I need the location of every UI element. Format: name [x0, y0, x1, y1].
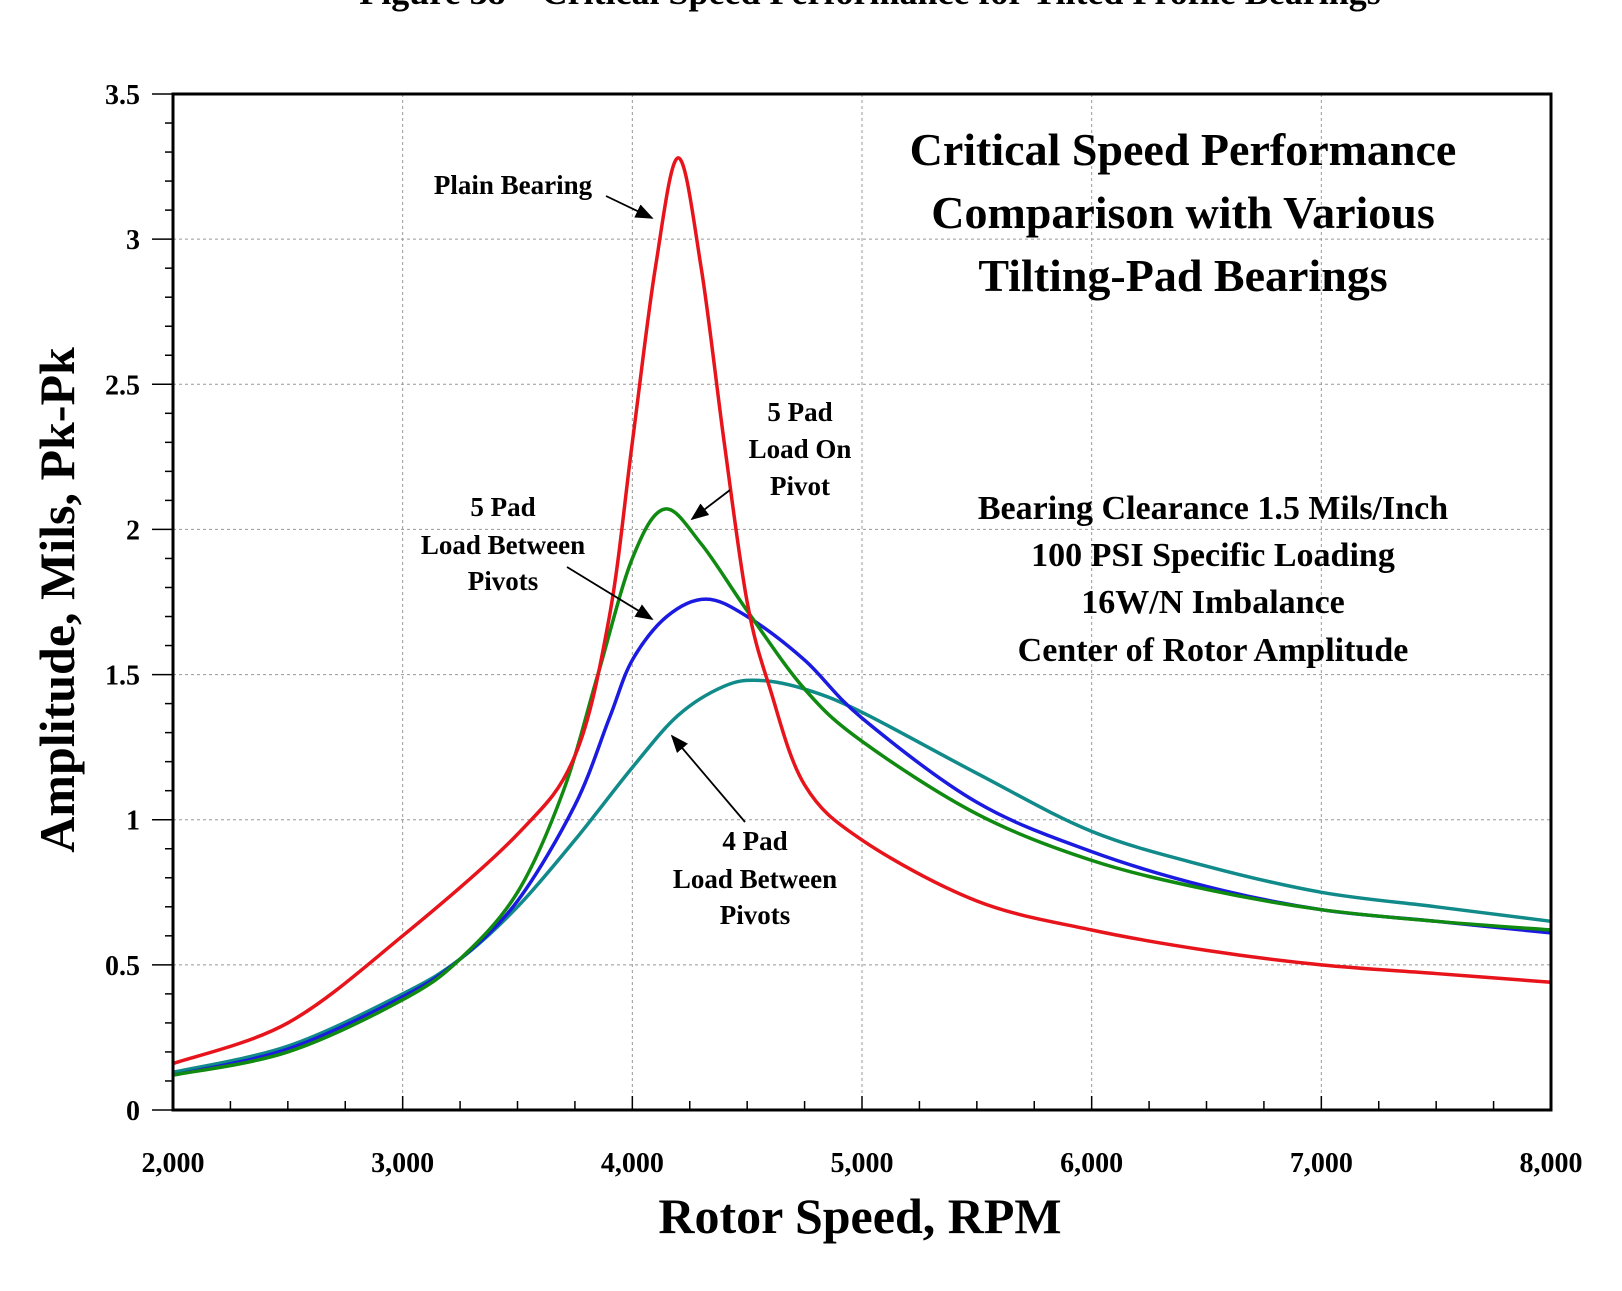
annotation-label: Load Between [421, 530, 585, 560]
condition-line: Center of Rotor Amplitude [1018, 632, 1409, 669]
annotation-label: Pivot [770, 471, 830, 501]
y-tick-label: 3 [126, 225, 140, 256]
conditions-text: Bearing Clearance 1.5 Mils/Inch 100 PSI … [978, 490, 1448, 669]
chart-title-line: Comparison with Various [931, 187, 1435, 238]
x-tick-label: 8,000 [1520, 1148, 1583, 1179]
annotation-arrow [605, 195, 654, 219]
annotation-label: 4 Pad [722, 826, 787, 856]
x-tick-label: 4,000 [601, 1148, 664, 1179]
figure-caption: Figure 38 – Critical Speed Performance f… [359, 0, 1380, 12]
annotation-arrow [566, 566, 654, 620]
x-tick-label: 3,000 [371, 1148, 434, 1179]
annotation-arrow [690, 489, 731, 521]
condition-line: 100 PSI Specific Loading [1031, 537, 1395, 574]
x-tick-label: 6,000 [1060, 1148, 1123, 1179]
annotation-label: Plain Bearing [434, 170, 593, 200]
chart-title: Critical Speed Performance Comparison wi… [910, 124, 1457, 301]
tick-labels: 2,000 3,000 4,000 5,000 6,000 7,000 8,000 0 0.5 1… [105, 80, 1583, 1179]
y-axis-label: Amplitude, Mils, Pk-Pk [29, 347, 85, 853]
series-lines [172, 156, 1552, 1077]
y-tick-label: 1.5 [105, 661, 140, 692]
annotation-label: Pivots [468, 566, 539, 596]
annotation-arrow [670, 734, 746, 823]
plot-frame [171, 92, 1553, 1112]
y-tick-label: 0.5 [105, 951, 140, 982]
y-tick-label: 1 [126, 806, 140, 837]
annotation-label: Pivots [720, 900, 791, 930]
y-tick-label: 0 [126, 1096, 140, 1127]
y-tick-label: 2 [126, 515, 140, 546]
x-tick-label: 7,000 [1290, 1148, 1353, 1179]
annotation-label: Load Between [673, 864, 837, 894]
y-tick-label: 2.5 [105, 370, 140, 401]
x-axis-label: Rotor Speed, RPM [658, 1188, 1061, 1244]
condition-line: 16W/N Imbalance [1081, 584, 1345, 621]
x-tick-label: 2,000 [142, 1148, 205, 1179]
x-tick-label: 5,000 [831, 1148, 894, 1179]
y-tick-label: 3.5 [105, 80, 140, 111]
annotation-label: 5 Pad [767, 397, 832, 427]
series-line-5-pad-load-on-pivot [172, 507, 1552, 1077]
series-line-plain-bearing [172, 156, 1552, 1066]
chart-title-line: Critical Speed Performance [910, 124, 1457, 175]
annotation-label: Load On [749, 434, 852, 464]
annotation-label: 5 Pad [470, 492, 535, 522]
condition-line: Bearing Clearance 1.5 Mils/Inch [978, 490, 1448, 527]
annotations: Plain Bearing 5 Pad Load On Pivot 5 Pad Load … [421, 170, 852, 930]
chart-title-line: Tilting-Pad Bearings [978, 250, 1387, 301]
